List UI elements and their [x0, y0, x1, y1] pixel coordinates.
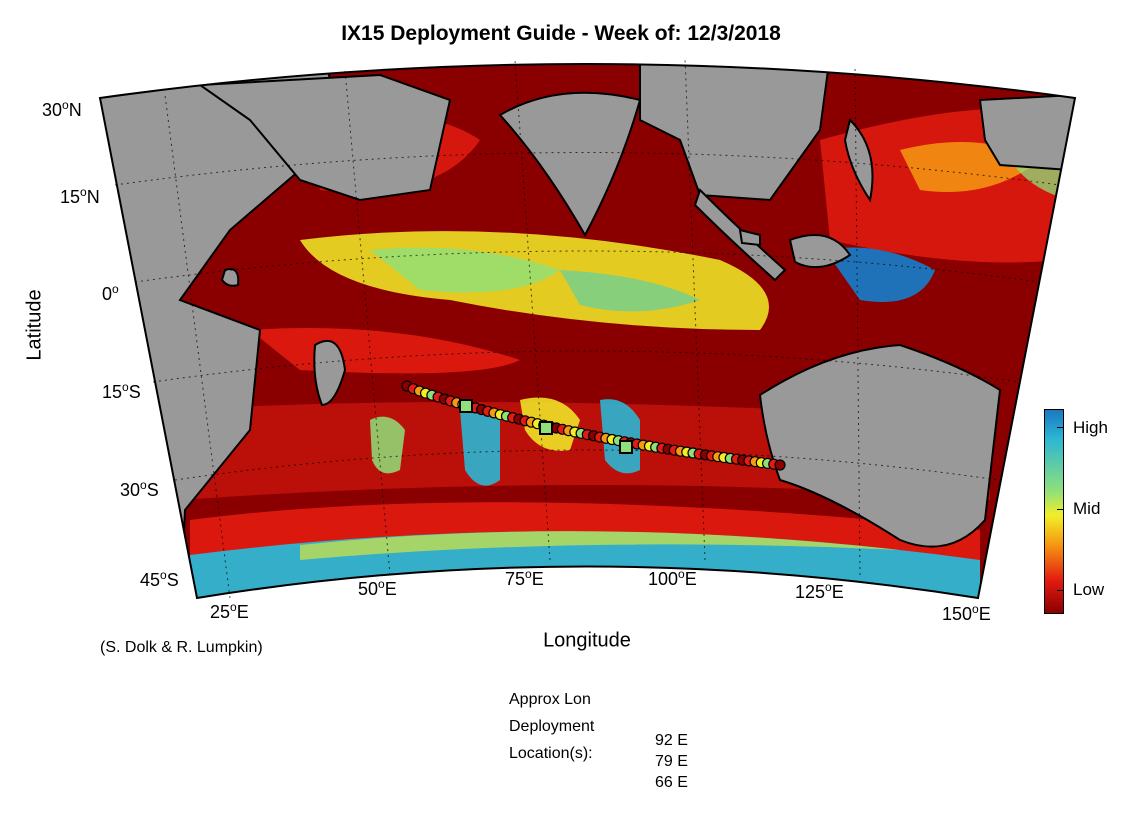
map-frame [98, 63, 1077, 600]
lat-tick-45s: 45oS [140, 568, 179, 590]
lat-tick-30n: 30oN [42, 98, 82, 120]
colorbar-label-low: Low [1073, 580, 1105, 599]
lon-tick-100e: 100oE [648, 567, 697, 589]
deployment-line-2: Deployment [509, 718, 595, 735]
land-india [498, 91, 642, 238]
graticule [114, 57, 1061, 599]
colorbar-tick-high [1057, 427, 1063, 428]
deployment-line-1: Approx Lon [509, 691, 591, 708]
lon-tick-75e: 75oE [505, 567, 544, 589]
deployment-info: Approx Lon Deployment Location(s): [509, 686, 594, 767]
track-point [774, 459, 786, 471]
deployment-marker [619, 440, 633, 454]
deployment-line-3: Location(s): [509, 745, 593, 762]
lat-tick-0: 0o [102, 282, 119, 304]
land-socotra [220, 268, 240, 287]
colorbar-tick-mid [1057, 509, 1063, 510]
land-arabia [197, 73, 452, 202]
lon-tick-150e: 150oE [942, 602, 991, 624]
land-australia [758, 343, 1002, 548]
deployment-location-2: 79 E [655, 753, 688, 770]
map-title: IX15 Deployment Guide - Week of: 12/3/20… [341, 22, 781, 45]
deployment-location-1: 92 E [655, 732, 688, 749]
colorbar-tick-low [1057, 590, 1063, 591]
lon-tick-125e: 125oE [795, 580, 844, 602]
lat-tick-15n: 15oN [60, 185, 100, 207]
lon-tick-50e: 50oE [358, 577, 397, 599]
lat-tick-15s: 15oS [102, 380, 141, 402]
land-sri-lanka [738, 228, 761, 247]
deployment-locations: 92 E 79 E 66 E [655, 730, 688, 793]
colorbar [1044, 409, 1064, 614]
credit-text: (S. Dolk & R. Lumpkin) [100, 639, 263, 656]
y-axis-label: Latitude [23, 289, 46, 361]
deployment-marker [459, 399, 473, 413]
ix15-track [401, 380, 786, 471]
deployment-marker [539, 421, 553, 435]
colorbar-label-mid: Mid [1073, 499, 1101, 518]
lon-tick-25e: 25oE [210, 600, 249, 622]
land-madagascar [313, 339, 347, 407]
lat-tick-30s: 30oS [120, 478, 159, 500]
land-borneo [788, 234, 852, 269]
land-masses [100, 64, 1075, 598]
colorbar-label-high: High [1073, 418, 1108, 437]
x-axis-label: Longitude [543, 629, 631, 652]
land-philippines [843, 118, 874, 203]
deployment-location-3: 66 E [655, 774, 688, 791]
